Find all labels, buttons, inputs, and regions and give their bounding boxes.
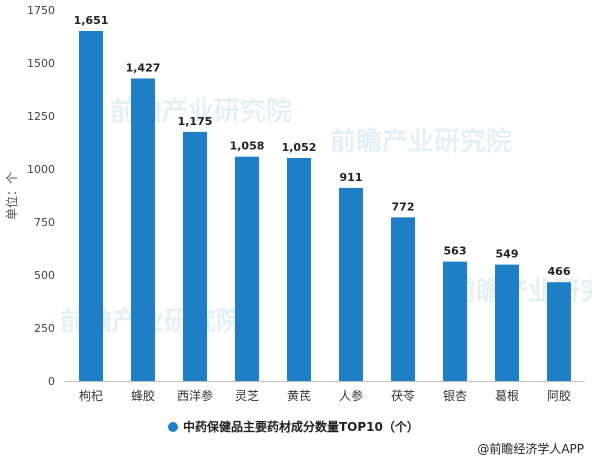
bar <box>391 217 415 381</box>
data-label: 549 <box>496 248 519 261</box>
bar <box>79 30 103 381</box>
y-tick-label: 1000 <box>27 163 55 176</box>
data-label: 1,427 <box>126 61 161 74</box>
data-label: 1,651 <box>74 14 109 27</box>
bar <box>495 264 519 381</box>
y-tick-label: 250 <box>34 322 55 335</box>
bar <box>235 156 259 381</box>
y-tick-label: 500 <box>34 269 55 282</box>
data-label: 563 <box>444 245 467 258</box>
data-label: 911 <box>340 171 363 184</box>
data-label: 772 <box>392 200 415 213</box>
category-label: 人参 <box>339 388 363 403</box>
y-tick-label: 1500 <box>27 57 55 70</box>
bar <box>339 187 363 381</box>
category-label: 茯苓 <box>391 389 415 403</box>
bar <box>183 131 207 381</box>
category-label: 黄芪 <box>287 389 311 403</box>
value-labels: 1,651 1,427 1,175 1,058 1,052 911 772 563 549 466 <box>74 14 571 278</box>
y-axis-label: 单位：个 <box>4 172 19 220</box>
y-tick-label: 750 <box>34 216 55 229</box>
legend-label: 中药保健品主要药材成分数量TOP10（个） <box>183 419 419 434</box>
bar <box>287 157 311 381</box>
watermark-text: 前瞻产业研究院 <box>330 126 512 157</box>
category-label: 枸杞 <box>79 388 103 403</box>
category-label: 葛根 <box>495 389 519 403</box>
source-credit: @前瞻经济学人APP <box>477 442 584 456</box>
category-label: 银杏 <box>443 389 467 403</box>
category-label: 蜂胶 <box>131 388 155 403</box>
data-label: 1,058 <box>230 140 265 153</box>
category-label: 西洋参 <box>177 388 213 403</box>
data-label: 466 <box>548 265 571 278</box>
legend-swatch <box>168 422 178 432</box>
bar <box>547 282 571 381</box>
bar <box>131 78 155 381</box>
y-axis-ticks: 0 250 500 750 1000 1250 1500 1750 <box>27 4 55 388</box>
y-tick-label: 1750 <box>27 4 55 17</box>
watermark-layer: 前瞻产业研究院前瞻产业研究院前瞻产业研究院前瞻产业研究院 <box>60 96 592 337</box>
data-label: 1,175 <box>178 115 213 128</box>
category-label: 灵芝 <box>235 388 259 403</box>
bars <box>79 30 571 381</box>
category-label: 阿胶 <box>547 388 571 403</box>
y-tick-label: 0 <box>48 375 55 388</box>
y-tick-label: 1250 <box>27 110 55 123</box>
category-labels: 枸杞 蜂胶 西洋参 灵芝 黄芪 人参 茯苓 银杏 葛根 阿胶 <box>79 388 571 403</box>
legend: 中药保健品主要药材成分数量TOP10（个） <box>168 419 419 434</box>
bar <box>443 261 467 381</box>
data-label: 1,052 <box>282 141 317 154</box>
